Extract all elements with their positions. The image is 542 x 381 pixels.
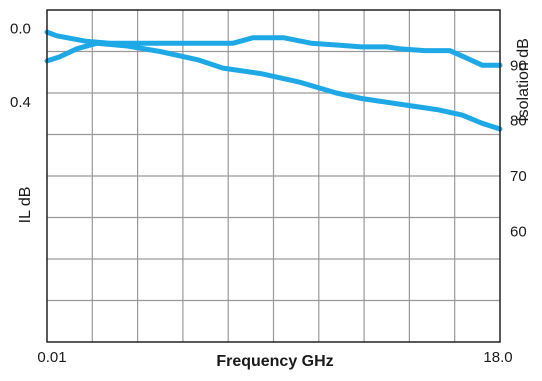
- x-tick-label: 0.01: [37, 349, 66, 366]
- y-right-tick-label: 80: [510, 113, 527, 130]
- y-right-tick-label: 90: [510, 57, 527, 74]
- y-right-axis-title: Isolation dB: [515, 38, 532, 122]
- series-group: [44, 29, 503, 132]
- grid: [47, 10, 500, 342]
- y-left-tick-label: 0.0: [10, 20, 31, 37]
- tick-labels: 0.0 0.4 60 70 80 90 0.01 18.0: [10, 20, 527, 366]
- y-left-tick-label: 0.4: [10, 94, 31, 111]
- y-left-axis-title: IL dB: [17, 187, 34, 224]
- isolation-line: [44, 40, 503, 132]
- plot-frame: [46, 9, 501, 343]
- y-right-tick-label: 60: [510, 223, 527, 240]
- x-tick-label: 18.0: [483, 349, 512, 366]
- x-axis-title: Frequency GHz: [216, 353, 333, 370]
- y-right-tick-label: 70: [510, 168, 527, 185]
